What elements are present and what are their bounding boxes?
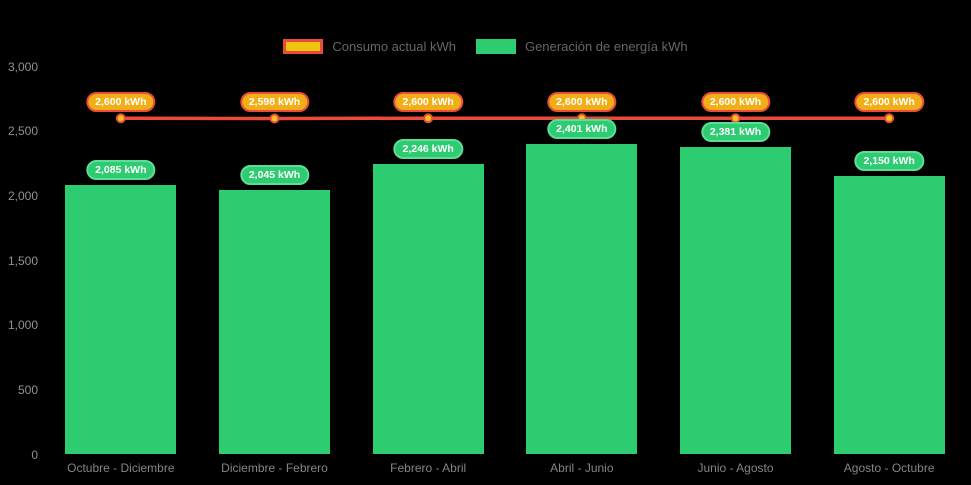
legend-item-consumo[interactable]: Consumo actual kWh: [283, 39, 456, 54]
x-axis-category-label: Octubre - Diciembre: [67, 461, 175, 475]
y-axis-tick-label: 2,000: [7, 188, 38, 203]
line-value-badge: 2,600 kWh: [393, 91, 463, 112]
consumo-series-swatch-icon: [283, 39, 324, 54]
chart-legend: Consumo actual kWh Generación de energía…: [0, 39, 971, 54]
generacion-bar: [833, 176, 945, 455]
x-axis-category-label: Abril - Junio: [550, 461, 614, 475]
generacion-series-swatch-icon: [475, 39, 516, 54]
x-axis-category-label: Febrero - Abril: [390, 461, 467, 475]
y-axis-tick-label: 1,000: [7, 318, 38, 333]
legend-label-generacion: Generación de energía kWh: [524, 39, 688, 54]
legend-label-consumo: Consumo actual kWh: [332, 39, 456, 54]
legend-item-generacion[interactable]: Generación de energía kWh: [475, 39, 688, 54]
line-value-badge: 2,600 kWh: [700, 91, 771, 112]
line-value-badge: 2,600 kWh: [86, 91, 156, 112]
bar-value-badge: 2,045 kWh: [239, 165, 310, 185]
y-axis-tick-label: 3,000: [7, 59, 38, 74]
line-value-badge: 2,600 kWh: [547, 91, 617, 112]
y-axis-tick-label: 1,500: [7, 253, 38, 268]
generacion-bar: [65, 184, 177, 455]
line-point-marker-icon: [269, 113, 280, 124]
line-point-marker-icon: [115, 113, 126, 124]
x-axis-category-label: Diciembre - Febrero: [221, 461, 328, 475]
generacion-bar: [680, 146, 791, 455]
line-point-marker-icon: [884, 113, 895, 124]
bar-value-badge: 2,401 kWh: [547, 118, 617, 139]
bar-value-badge: 2,150 kWh: [854, 151, 924, 172]
generacion-bar: [219, 190, 330, 455]
line-value-badge: 2,598 kWh: [239, 91, 310, 112]
bar-value-badge: 2,246 kWh: [393, 139, 463, 160]
bar-value-badge: 2,381 kWh: [700, 121, 771, 142]
line-point-marker-icon: [423, 113, 434, 124]
generacion-bar: [372, 164, 484, 455]
x-axis-category-label: Agosto - Octubre: [843, 461, 935, 475]
generacion-bar: [526, 143, 638, 455]
y-axis-tick-label: 0: [31, 447, 38, 462]
line-value-badge: 2,600 kWh: [854, 91, 924, 112]
x-axis-category-label: Junio - Agosto: [697, 461, 774, 475]
y-axis-tick-label: 500: [17, 382, 38, 397]
y-axis-tick-label: 2,500: [7, 124, 38, 139]
bar-value-badge: 2,085 kWh: [86, 159, 156, 180]
